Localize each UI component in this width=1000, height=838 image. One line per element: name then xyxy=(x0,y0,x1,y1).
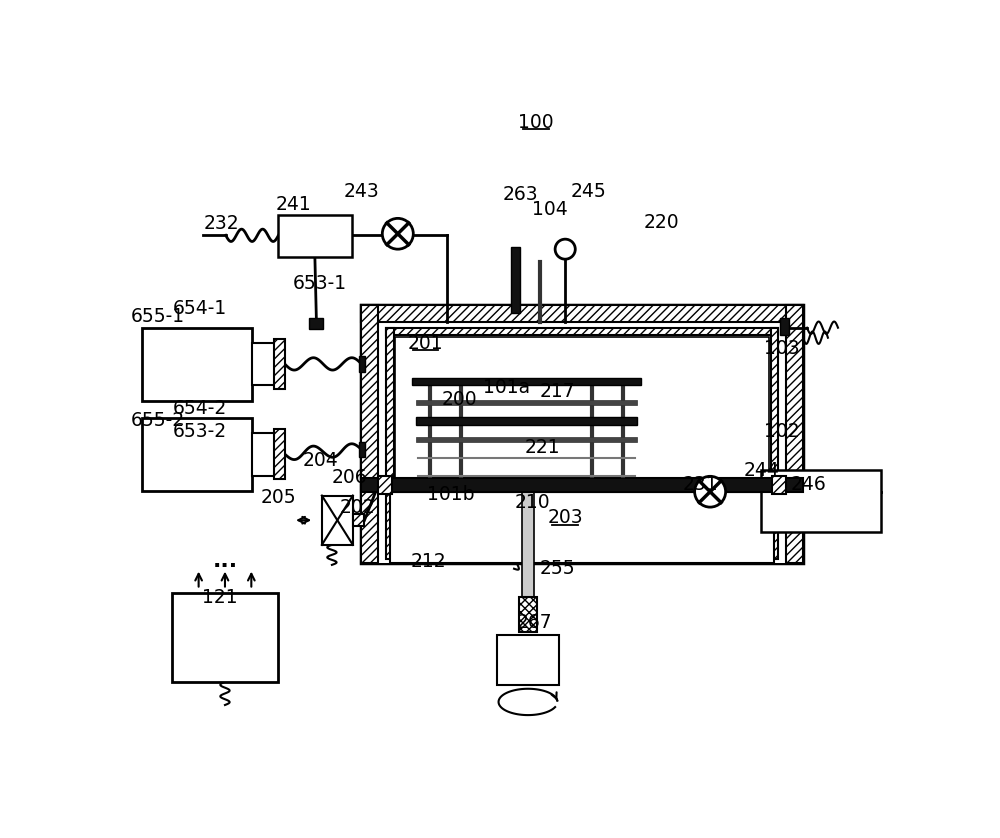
Bar xyxy=(359,442,365,457)
Text: 100: 100 xyxy=(518,112,554,132)
Text: 653-1: 653-1 xyxy=(293,274,347,293)
Bar xyxy=(786,304,803,562)
Text: 220: 220 xyxy=(643,213,679,232)
Text: 232: 232 xyxy=(204,215,240,233)
Text: 654-2: 654-2 xyxy=(172,399,227,418)
Bar xyxy=(511,247,520,313)
Bar xyxy=(386,328,778,335)
Bar xyxy=(378,322,786,562)
Bar xyxy=(252,433,277,475)
Text: 204: 204 xyxy=(302,452,338,470)
Circle shape xyxy=(695,476,726,507)
Bar xyxy=(278,215,352,257)
Text: 200: 200 xyxy=(442,390,478,409)
Text: 210: 210 xyxy=(515,493,550,512)
Text: 255: 255 xyxy=(540,559,575,578)
Text: 241: 241 xyxy=(276,195,312,214)
Bar xyxy=(386,328,394,559)
Bar xyxy=(522,492,534,632)
Bar xyxy=(252,343,277,385)
Text: 246: 246 xyxy=(791,474,826,494)
Text: 245: 245 xyxy=(571,182,606,201)
Text: 267: 267 xyxy=(516,613,552,632)
Text: 212: 212 xyxy=(411,551,447,571)
Bar xyxy=(416,437,637,442)
Bar xyxy=(274,339,285,390)
Bar xyxy=(142,418,252,491)
Bar xyxy=(412,378,641,385)
Bar xyxy=(772,475,786,494)
Text: 104: 104 xyxy=(532,200,568,220)
Bar xyxy=(519,597,537,632)
Text: 101a: 101a xyxy=(483,377,530,396)
Bar xyxy=(395,337,769,478)
Bar xyxy=(359,356,365,371)
Text: 121: 121 xyxy=(202,587,237,607)
Bar xyxy=(353,514,364,526)
Bar xyxy=(771,328,778,559)
Bar xyxy=(361,304,378,562)
Text: 201: 201 xyxy=(408,334,444,353)
Bar xyxy=(142,328,252,401)
Text: ...: ... xyxy=(212,551,238,571)
Circle shape xyxy=(555,239,575,259)
Text: 243: 243 xyxy=(344,182,379,201)
Bar xyxy=(416,417,637,425)
Bar xyxy=(416,400,637,405)
Circle shape xyxy=(382,219,413,249)
Bar xyxy=(390,492,774,562)
Text: 202: 202 xyxy=(340,498,375,516)
Bar xyxy=(378,475,392,494)
Bar xyxy=(361,304,803,562)
Text: 205: 205 xyxy=(261,489,296,507)
Bar xyxy=(780,318,789,334)
Text: 103: 103 xyxy=(764,339,800,358)
Text: 221: 221 xyxy=(524,437,560,457)
Bar xyxy=(761,470,881,532)
Bar xyxy=(274,429,285,479)
Bar xyxy=(394,335,771,559)
Text: 263: 263 xyxy=(502,185,538,204)
Text: 654-1: 654-1 xyxy=(172,299,227,318)
Text: 217: 217 xyxy=(540,382,575,401)
Bar xyxy=(361,478,803,492)
Text: 203: 203 xyxy=(547,509,583,527)
Bar xyxy=(172,593,278,682)
Text: 653-2: 653-2 xyxy=(172,422,226,441)
Text: 655-2: 655-2 xyxy=(130,411,185,430)
Bar xyxy=(497,635,559,685)
Text: 206: 206 xyxy=(332,468,368,488)
Text: 244: 244 xyxy=(744,461,780,479)
Text: 102: 102 xyxy=(764,422,800,441)
Text: 231: 231 xyxy=(682,474,718,494)
Bar xyxy=(322,495,353,545)
Text: 655-1: 655-1 xyxy=(130,307,185,326)
Text: 101b: 101b xyxy=(427,485,474,504)
Bar xyxy=(361,304,803,322)
Bar xyxy=(309,318,323,329)
